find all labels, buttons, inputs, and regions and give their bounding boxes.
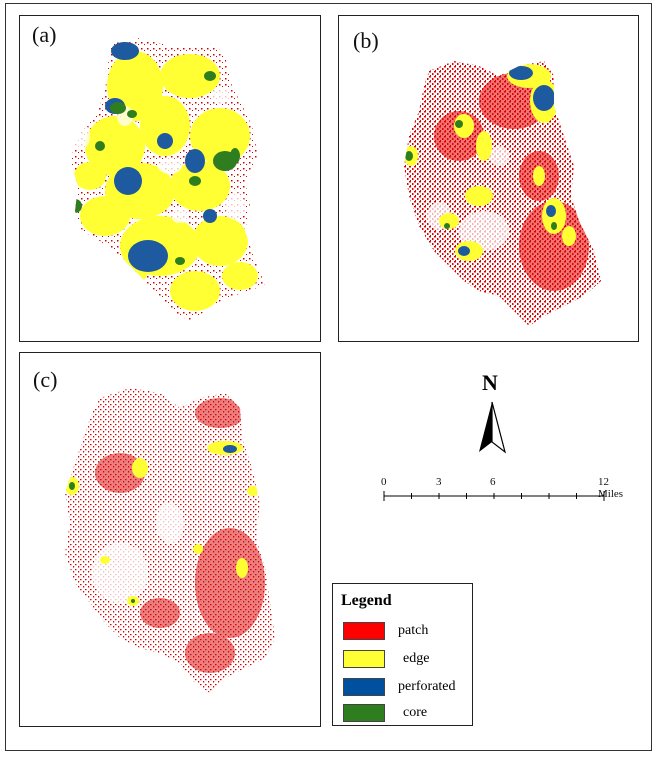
legend-swatch-perforated	[343, 678, 385, 696]
scale-label-0: 0	[381, 476, 387, 488]
legend-item-perforated: perforated	[343, 678, 473, 698]
map-c	[65, 388, 275, 693]
panel-label-c: (c)	[33, 367, 58, 392]
north-arrow: N	[470, 370, 510, 470]
legend-label-edge: edge	[403, 651, 430, 666]
map-b	[404, 61, 601, 326]
north-arrow-icon	[479, 401, 507, 454]
legend-item-core: core	[343, 704, 473, 724]
legend-label-patch: patch	[398, 623, 429, 638]
legend-swatch-patch	[343, 622, 385, 640]
map-panel-a: (a)	[19, 15, 321, 342]
scale-label-3: 3	[436, 476, 442, 488]
legend-item-patch: patch	[343, 622, 473, 642]
legend-swatch-core	[343, 704, 385, 722]
map-panel-b: (b)	[338, 15, 639, 342]
scale-label-6: 6	[490, 476, 496, 488]
scale-bar-line	[383, 491, 605, 501]
legend-label-core: core	[403, 705, 428, 720]
north-letter: N	[482, 370, 498, 395]
legend-item-edge: edge	[343, 650, 473, 670]
map-legend: Legend patch edge perforated core	[332, 583, 473, 726]
map-panel-c: (c)	[19, 352, 321, 727]
scale-bar: 0 3 6 12 Miles	[378, 476, 623, 506]
panel-label-a: (a)	[32, 22, 57, 47]
map-a	[70, 38, 265, 321]
legend-title: Legend	[341, 592, 392, 609]
figure-frame	[5, 3, 652, 751]
legend-label-perforated: perforated	[398, 679, 456, 694]
legend-swatch-edge	[343, 650, 385, 668]
panel-label-b: (b)	[353, 28, 379, 53]
